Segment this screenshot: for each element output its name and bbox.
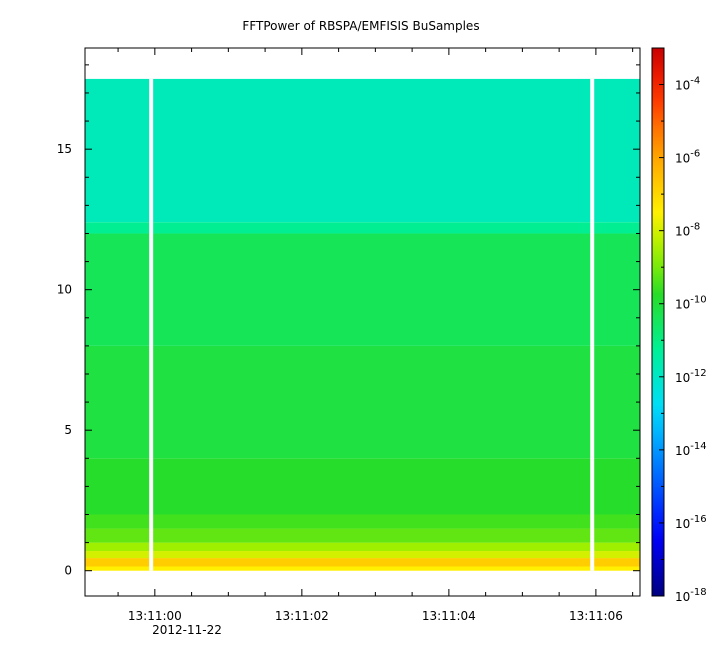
spectrogram-band	[85, 514, 640, 529]
x-tick-label: 13:11:06	[569, 609, 623, 623]
y-tick-label: 0	[64, 564, 72, 578]
colorbar-tick-label: 10-4	[675, 76, 700, 93]
chart-title: FFTPower of RBSPA/EMFISIS BuSamples	[242, 19, 479, 33]
colorbar-tick-label: 10-16	[675, 514, 707, 531]
data-gap	[590, 78, 595, 571]
spectrogram-band	[85, 233, 640, 346]
spectrogram-band	[85, 566, 640, 571]
x-date-label: 2012-11-22	[152, 623, 222, 637]
colorbar-tick-label: 10-12	[675, 368, 707, 385]
x-tick-label: 13:11:00	[128, 609, 182, 623]
spectrogram-band	[85, 542, 640, 552]
x-tick-label: 13:11:04	[422, 609, 476, 623]
plot-frame	[84, 47, 641, 597]
spectrogram-band	[85, 222, 640, 234]
data-gap	[149, 78, 154, 571]
y-tick-label: 15	[57, 142, 72, 156]
spectrogram-band	[85, 345, 640, 459]
spectrogram-band	[85, 78, 640, 223]
spectrogram-band	[85, 528, 640, 543]
colorbar-tick-label: 10-6	[675, 149, 700, 166]
spectrogram-band	[85, 458, 640, 515]
colorbar-tick-label: 10-18	[675, 587, 707, 604]
colorbar-gradient	[651, 47, 665, 597]
spectrogram-band	[85, 558, 640, 567]
colorbar-tick-label: 10-8	[675, 222, 700, 239]
y-tick-label: 10	[57, 283, 72, 297]
y-tick-label: 5	[64, 423, 72, 437]
spectrogram-band	[85, 551, 640, 559]
x-tick-label: 13:11:02	[275, 609, 329, 623]
plot-area	[85, 78, 640, 571]
y-axis: 0 5 10 15	[57, 64, 640, 578]
x-axis: 13:11:00 13:11:02 13:11:04 13:11:06	[117, 48, 634, 623]
colorbar-tick-label: 10-14	[675, 441, 707, 458]
colorbar-tick-label: 10-10	[675, 295, 707, 312]
colorbar: 10-4 10-6 10-8 10-10 10-12 10-14 10-16 10-18	[651, 47, 707, 604]
